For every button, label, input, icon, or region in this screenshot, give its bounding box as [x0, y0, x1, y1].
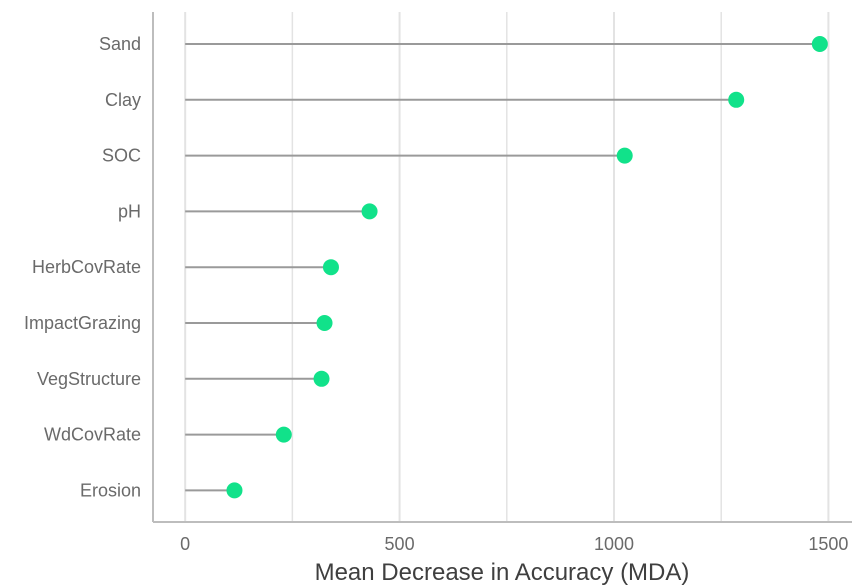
x-tick-label: 1500 [808, 534, 848, 554]
point-erosion [226, 482, 243, 499]
y-tick-label-impactgrazing: ImpactGrazing [24, 313, 141, 333]
y-tick-label-vegstructure: VegStructure [37, 369, 141, 389]
stems [185, 43, 820, 492]
point-soc [616, 147, 633, 164]
point-wdcovrate [275, 426, 292, 443]
y-tick-label-ph: pH [118, 201, 141, 221]
y-tick-label-wdcovrate: WdCovRate [44, 425, 141, 445]
x-tick-labels: 0 500 1000 1500 [180, 534, 848, 554]
y-tick-label-clay: Clay [105, 90, 141, 110]
point-vegstructure [313, 370, 330, 387]
axes [152, 12, 852, 523]
point-ph [361, 203, 378, 220]
x-tick-label: 0 [180, 534, 190, 554]
y-tick-label-erosion: Erosion [80, 480, 141, 500]
point-sand [811, 36, 828, 52]
grid-lines [184, 12, 830, 522]
points [226, 36, 828, 499]
point-impactgrazing [316, 315, 333, 331]
point-clay [728, 91, 745, 108]
x-tick-label: 1000 [594, 534, 634, 554]
y-tick-label-herbcovrate: HerbCovRate [32, 257, 141, 277]
point-herbcovrate [322, 259, 339, 276]
x-axis-title: Mean Decrease in Accuracy (MDA) [315, 559, 690, 586]
x-tick-label: 500 [385, 534, 415, 554]
y-tick-labels: Sand Clay SOC pH HerbCovRate ImpactGrazing Veg… [24, 34, 141, 500]
y-tick-label-sand: Sand [99, 34, 141, 54]
y-tick-label-soc: SOC [102, 146, 141, 166]
